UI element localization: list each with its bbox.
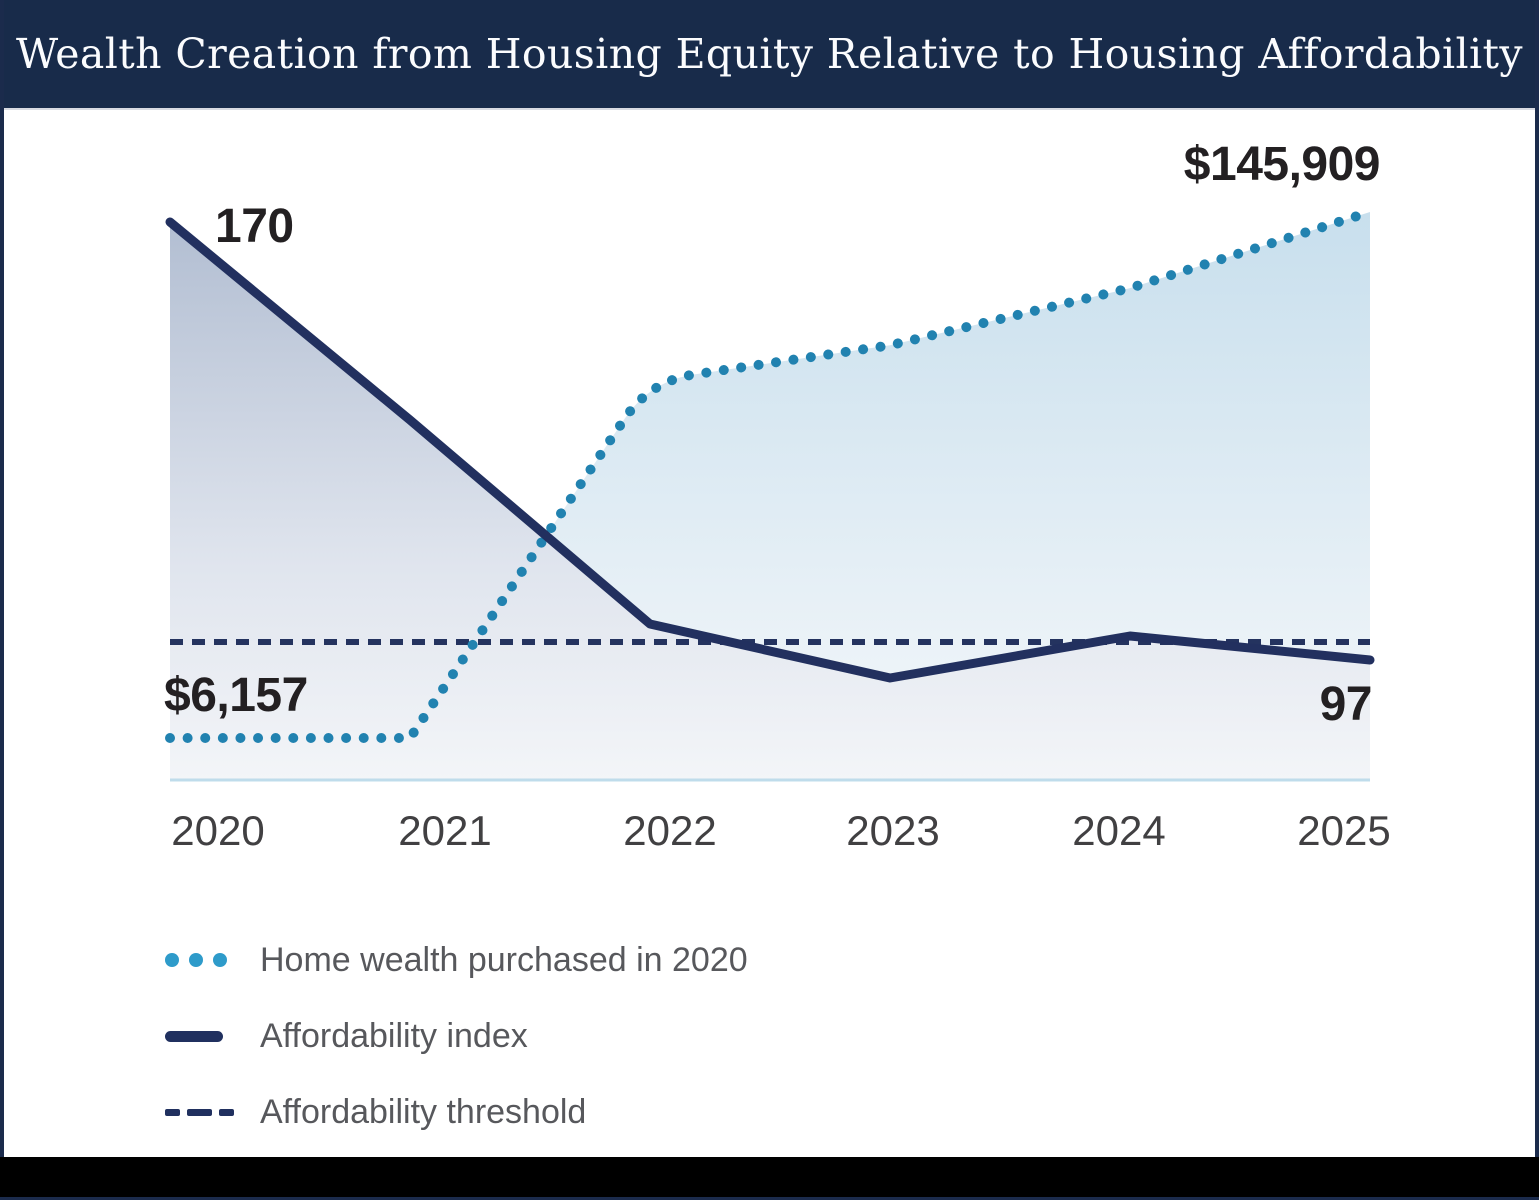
legend-label: Affordability threshold	[260, 1092, 587, 1131]
afford-index-start-value: 170	[215, 200, 294, 253]
legend-item-affordability-index: Affordability index	[165, 1014, 748, 1058]
header: Wealth Creation from Housing Equity Rela…	[0, 0, 1539, 110]
legend-item-home-wealth: Home wealth purchased in 2020	[165, 938, 748, 982]
chart-title: Wealth Creation from Housing Equity Rela…	[16, 30, 1523, 78]
home-wealth-start-value: $6,157	[164, 669, 308, 722]
x-axis-label-2020: 2020	[171, 807, 265, 854]
home-wealth-dotted-line	[165, 207, 1375, 743]
left-border	[0, 0, 4, 1200]
x-axis-label-2021: 2021	[398, 807, 492, 854]
afford-index-end-value: 97	[1319, 678, 1373, 731]
teal-dots-icon	[165, 953, 237, 967]
affordability-area-fill	[170, 222, 1370, 780]
legend: Home wealth purchased in 2020 Affordabil…	[165, 938, 748, 1166]
affordability-index-line	[165, 217, 1375, 683]
legend-item-affordability-threshold: Affordability threshold	[165, 1090, 748, 1134]
home-wealth-end-value: $145,909	[1183, 138, 1381, 191]
x-axis-label-2024: 2024	[1072, 807, 1166, 854]
wealth-area-fill	[170, 212, 1370, 780]
bottom-border	[0, 1197, 1539, 1200]
x-axis-label-2025: 2025	[1297, 807, 1391, 854]
right-border	[1535, 0, 1539, 1200]
legend-label: Affordability index	[260, 1016, 528, 1055]
navy-dashed-line-icon	[165, 1108, 237, 1116]
x-axis-label-2023: 2023	[846, 807, 940, 854]
x-axis-label-2022: 2022	[623, 807, 717, 854]
footer-bar	[0, 1157, 1539, 1197]
legend-label: Home wealth purchased in 2020	[260, 940, 748, 979]
navy-solid-line-icon	[165, 1030, 237, 1042]
